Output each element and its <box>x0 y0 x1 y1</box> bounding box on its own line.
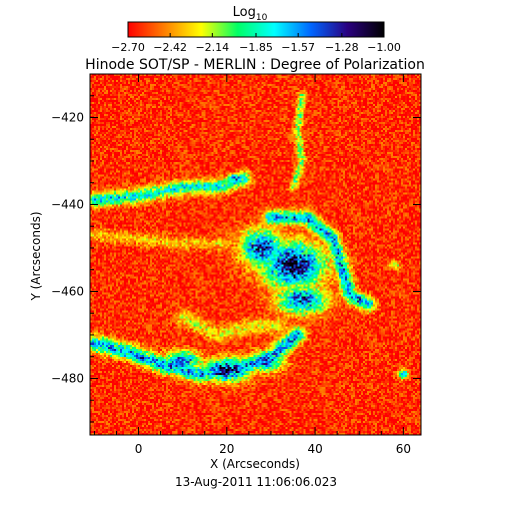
x-tick-label: 60 <box>396 442 411 456</box>
colorbar-label-subscript: 10 <box>256 13 268 23</box>
colorbar-ticks: −2.70 −2.42 −2.14 −1.85 −1.57 −1.28 −1.00 <box>111 33 401 54</box>
y-axis: −420 −440 −460 −480 <box>51 73 421 423</box>
chart-title: Hinode SOT/SP - MERLIN : Degree of Polar… <box>85 57 425 73</box>
y-tick-label: −440 <box>51 197 84 211</box>
colorbar-tick-label: −2.42 <box>153 41 187 54</box>
plot-frame <box>89 73 422 436</box>
colorbar-tick-label: −2.14 <box>195 41 229 54</box>
colorbar-tick-label: −2.70 <box>111 41 145 54</box>
y-axis-label: Y (Arcseconds) <box>29 211 43 301</box>
colorbar-tick-label: −1.28 <box>325 41 359 54</box>
x-tick-label: 0 <box>135 442 143 456</box>
colorbar-tick-label: −1.57 <box>281 41 315 54</box>
heatmap-image <box>90 74 421 435</box>
x-tick-label: 20 <box>219 442 234 456</box>
colorbar-tick-label: −1.85 <box>239 41 273 54</box>
plot-area <box>89 73 422 436</box>
y-tick-label: −460 <box>51 284 84 298</box>
x-axis-label: X (Arcseconds) <box>210 457 300 471</box>
colorbar-tick-label: −1.00 <box>367 41 401 54</box>
y-tick-label: −480 <box>51 371 84 385</box>
x-tick-label: 40 <box>307 442 322 456</box>
colorbar-label: Log10 <box>233 5 268 23</box>
x-axis: 0 20 40 60 <box>93 74 411 456</box>
timestamp-caption: 13-Aug-2011 11:06:06.023 <box>175 475 337 489</box>
y-tick-label: −420 <box>51 110 84 124</box>
